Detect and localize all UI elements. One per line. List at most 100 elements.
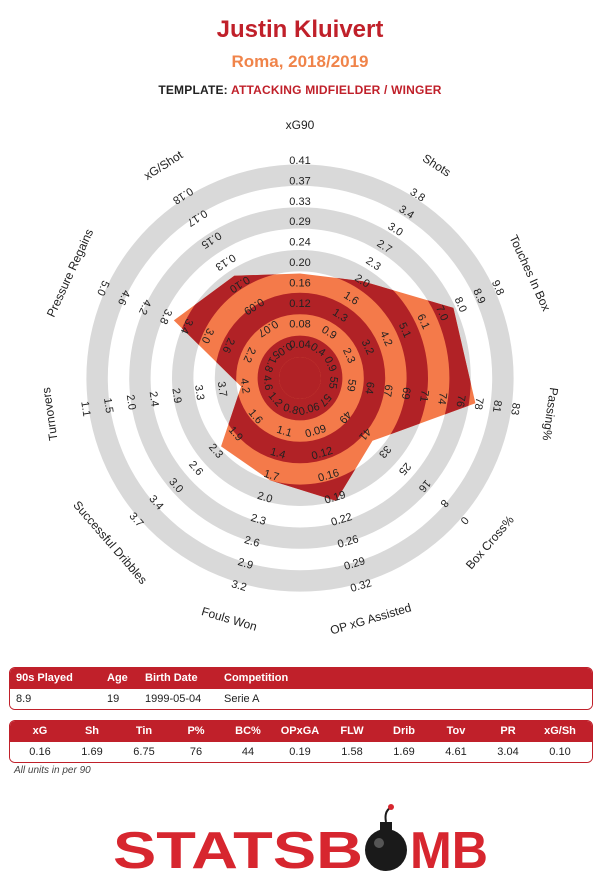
bomb-icon (365, 804, 407, 871)
radar-tick-label: 2.6 (220, 336, 237, 355)
radar-tick-label: 0.33 (289, 196, 310, 208)
radar-axis-label: Touches In Box (507, 233, 554, 313)
radar-tick-label: 2.2 (241, 345, 258, 364)
radar-tick-label: 0.24 (289, 237, 310, 249)
info-table-header: 90s Played Age Birth Date Competition (10, 668, 592, 689)
stats-header-cell: Tin (135, 725, 153, 737)
stats-table-row: 0.16 1.69 6.75 76 44 0.19 1.58 1.69 4.61 3.04 0.10 (10, 742, 592, 762)
stats-header-cell: xG/Sh (544, 725, 576, 737)
player-name: Justin Kluivert (216, 16, 384, 43)
radar-tick-label: 0.32 (349, 577, 373, 595)
radar-polygon-bands (173, 273, 476, 501)
info-value-cell: 8.9 (16, 693, 32, 705)
radar-tick-label: 1.5 (101, 397, 115, 414)
radar-tick-label: 0.41 (289, 155, 310, 167)
stats-value-cell: 6.75 (133, 746, 155, 758)
radar-tick-label: 67 (381, 384, 395, 398)
stats-value-cell: 76 (189, 746, 203, 758)
stats-header-cell: BC% (235, 725, 261, 737)
radar-tick-label: 7.0 (433, 304, 450, 323)
svg-text:STATSB: STATSB (113, 822, 363, 880)
radar-tick-label: 2.3 (249, 512, 267, 528)
radar-tick-label: 71 (417, 389, 431, 403)
stats-table-header: xG Sh Tin P% BC% OPxGA FLW Drib Tov PR xG/Sh (10, 721, 592, 742)
info-table: 90s Played Age Birth Date Competition 8.9 19… (9, 667, 593, 710)
info-header-cell: Age (107, 672, 128, 684)
radar-tick-label: 2.9 (236, 556, 254, 572)
info-header-cell: Competition (224, 672, 289, 684)
radar-tick-label: 76 (453, 394, 467, 408)
radar-tick-label: 0.37 (289, 175, 310, 187)
stats-header-cell: PR (500, 725, 516, 737)
template-label: TEMPLATE: (158, 83, 228, 97)
stats-header-cell: Tov (446, 725, 466, 737)
radar-tick-label: 5.1 (396, 321, 413, 340)
radar-axis-label: xG90 (286, 118, 315, 132)
info-value-cell: 19 (107, 693, 120, 705)
logo-wordmark: STATSB MB (113, 804, 488, 880)
radar-axis-label: OP xG Assisted (329, 600, 413, 637)
info-table-row: 8.9 19 1999-05-04 Serie A (10, 689, 592, 709)
radar-tick-label: 1.1 (275, 424, 293, 440)
stats-header-cell: xG (32, 725, 48, 737)
radar-tick-label: 0.04 (289, 339, 310, 351)
stats-value-cell: 0.16 (29, 746, 51, 758)
radar-axis-label: Pressure Regains (44, 227, 96, 320)
radar-tick-label: 3.4 (178, 317, 195, 336)
stats-value-cell: 4.61 (445, 746, 467, 758)
radar-tick-label: 3.2 (359, 338, 376, 357)
radar-tick-label: 8.9 (470, 287, 487, 306)
info-header-cell: 90s Played (16, 672, 73, 684)
radar-tick-label: 69 (399, 386, 413, 400)
stats-value-cell: 0.19 (289, 746, 311, 758)
radar-axis-label: Fouls Won (200, 604, 259, 634)
radar-tick-label: 0.8 (282, 402, 300, 418)
radar-chart: 0.04 0.08 0.12 0.16 0.20 0.24 0.29 0.33 0.37 0.41… (39, 118, 561, 637)
radar-tick-label: 0.06 (297, 401, 321, 419)
radar-tick-label: 3.0 (199, 326, 216, 345)
radar-tick-label: 1.7 (262, 468, 280, 484)
stats-value-cell: 0.10 (549, 746, 571, 758)
radar-tick-label: 3.7 (215, 381, 229, 398)
template-line: TEMPLATE: ATTACKING MIDFIELDER / WINGER (0, 83, 600, 97)
radar-tick-label: 0.12 (289, 298, 310, 310)
stats-value-cell: 1.69 (393, 746, 415, 758)
radar-axis-label: Turnovers (39, 387, 60, 442)
radar-tick-label: 1.1 (78, 400, 92, 417)
radar-tick-label: 3.2 (230, 578, 248, 594)
info-header-cell: Birth Date (145, 672, 198, 684)
radar-tick-label: 78 (472, 397, 486, 411)
radar-tick-label: 4.6 (115, 288, 132, 307)
team-season: Roma, 2018/2019 (231, 52, 369, 71)
radar-tick-label: 59 (344, 378, 358, 392)
stats-header-cell: FLW (340, 725, 364, 737)
radar-tick-label: 2.6 (243, 534, 261, 550)
radar-axis-label: Shots (420, 151, 453, 179)
radar-tick-label: 4.2 (238, 378, 252, 395)
radar-tick-label: 25 (396, 460, 413, 477)
radar-tick-label: 1.4 (269, 446, 287, 462)
radar-tick-label: 83 (508, 402, 522, 416)
radar-tick-label: 2.6 (186, 459, 205, 478)
radar-tick-label: 1.8 (261, 355, 278, 374)
radar-band (257, 335, 343, 421)
statsbomb-logo: STATSB MB (113, 804, 488, 880)
radar-tick-label: 0.29 (343, 555, 367, 573)
radar-tick-label: 4.2 (136, 298, 153, 317)
stats-value-cell: 1.58 (341, 746, 363, 758)
units-footnote: All units in per 90 (14, 765, 91, 776)
radar-tick-label: 4.2 (377, 329, 394, 348)
info-value-cell: 1999-05-04 (145, 693, 202, 705)
stats-header-cell: Sh (84, 725, 100, 737)
stats-table: xG Sh Tin P% BC% OPxGA FLW Drib Tov PR xG/Sh 0.16 1… (9, 720, 593, 763)
radar-tick-label: 3.8 (157, 307, 174, 326)
info-value-cell: Serie A (224, 693, 260, 705)
radar-center (279, 357, 321, 399)
radar-tick-label: 6.1 (414, 312, 431, 331)
radar-tick-label: 3.3 (192, 384, 206, 401)
radar-tick-label: 0.16 (289, 278, 310, 290)
radar-tick-label: 0.20 (289, 257, 310, 269)
radar-tick-label: 5.0 (94, 279, 111, 298)
radar-tick-label: 0.26 (336, 533, 360, 551)
radar-tick-label: 55 (326, 376, 340, 390)
